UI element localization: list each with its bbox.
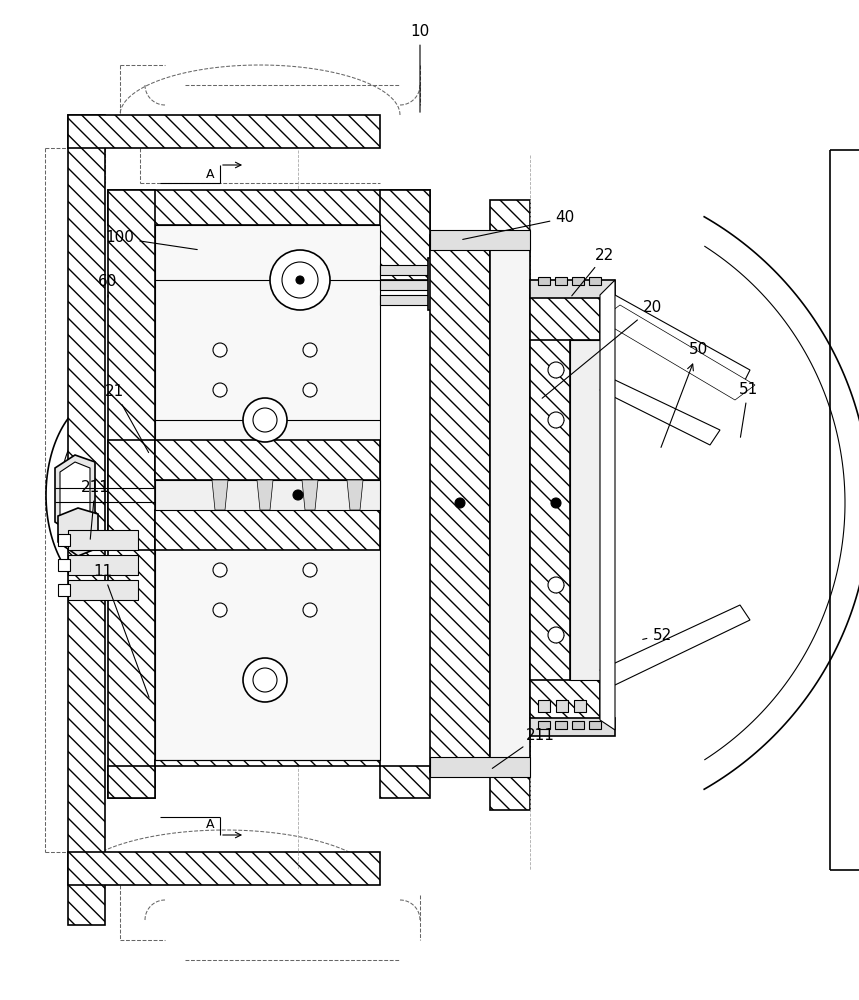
Bar [428,258,448,310]
Bar [556,700,568,712]
Text: A: A [206,818,214,832]
Text: 20: 20 [542,300,661,398]
Circle shape [548,362,564,378]
Bar [155,476,185,486]
Polygon shape [600,605,750,685]
Text: 40: 40 [463,211,575,239]
Circle shape [455,498,465,508]
Text: 100: 100 [106,231,198,250]
Polygon shape [430,235,490,772]
Circle shape [243,398,287,442]
Polygon shape [58,508,98,556]
Polygon shape [490,200,530,810]
Circle shape [293,490,303,500]
Circle shape [213,603,227,617]
Polygon shape [212,480,228,510]
Polygon shape [530,295,600,720]
Text: 22: 22 [572,247,615,296]
Polygon shape [68,115,380,148]
Bar [572,721,584,729]
Bar [555,721,567,729]
Bar [155,448,185,458]
Bar [574,700,586,712]
Bar [555,277,567,285]
Text: 50: 50 [661,342,708,447]
Polygon shape [430,230,530,250]
Circle shape [303,603,317,617]
Polygon shape [155,440,380,480]
Polygon shape [600,295,750,390]
Polygon shape [108,440,155,550]
Bar [570,340,600,680]
Polygon shape [257,480,273,510]
Text: A: A [206,168,214,182]
Circle shape [303,383,317,397]
Bar [538,700,550,712]
Bar [380,295,430,305]
Polygon shape [108,190,430,232]
Circle shape [213,383,227,397]
Circle shape [243,658,287,702]
Bar [530,280,615,298]
Circle shape [548,412,564,428]
Bar [58,534,70,546]
Bar [155,225,380,760]
Bar [380,280,430,290]
Polygon shape [108,760,430,798]
Polygon shape [600,380,720,445]
Bar [58,559,70,571]
Bar [58,584,70,596]
Polygon shape [430,757,530,777]
Text: 10: 10 [411,24,430,112]
Text: 11: 11 [94,564,149,697]
Circle shape [253,408,277,432]
Bar [68,580,138,600]
Bar [572,277,584,285]
Bar [589,721,601,729]
Polygon shape [347,480,363,510]
Text: 21: 21 [106,384,149,453]
Bar [538,721,550,729]
Bar [155,462,185,472]
Polygon shape [108,190,155,798]
Circle shape [548,577,564,593]
Polygon shape [68,852,380,885]
Polygon shape [68,115,105,925]
Bar [155,480,380,510]
Text: 211: 211 [81,481,109,539]
Polygon shape [155,510,380,550]
Text: 211: 211 [492,728,554,768]
Circle shape [303,563,317,577]
Circle shape [282,262,318,298]
Bar [490,235,530,772]
Bar [589,277,601,285]
Circle shape [253,668,277,692]
Circle shape [303,343,317,357]
Polygon shape [600,305,755,400]
Bar [530,718,615,736]
Polygon shape [380,190,430,280]
Circle shape [270,250,330,310]
Text: 60: 60 [98,274,118,297]
Polygon shape [55,455,95,535]
Polygon shape [302,480,318,510]
Bar [68,530,138,550]
Circle shape [213,343,227,357]
Bar [538,277,550,285]
Text: 52: 52 [643,628,672,643]
Polygon shape [600,280,615,730]
Circle shape [213,563,227,577]
Text: 51: 51 [739,382,758,437]
Bar [380,265,430,275]
Circle shape [551,498,561,508]
Bar [68,555,138,575]
Circle shape [548,627,564,643]
Circle shape [296,276,304,284]
Polygon shape [530,340,570,680]
Polygon shape [60,462,90,532]
